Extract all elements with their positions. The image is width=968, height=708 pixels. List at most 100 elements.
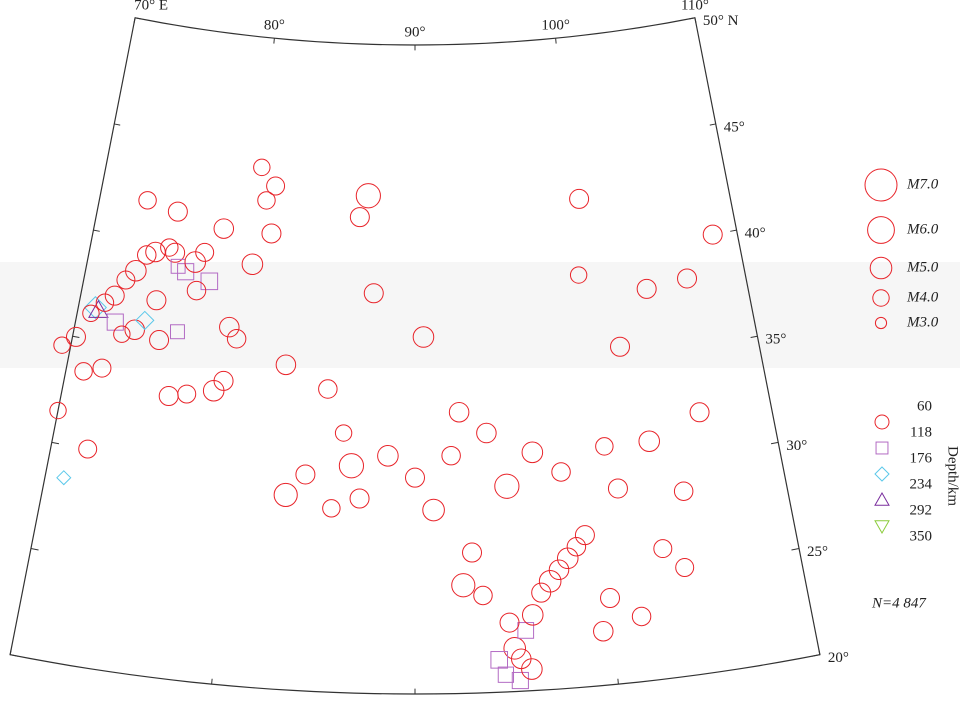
lat-label: 50° N xyxy=(703,13,739,29)
event xyxy=(538,569,562,593)
event xyxy=(322,499,341,518)
lon-tick xyxy=(555,38,557,44)
magnitude-label: M3.0 xyxy=(906,314,939,330)
event xyxy=(257,191,276,210)
depth-label: 60 xyxy=(917,398,932,414)
event xyxy=(511,671,529,690)
event xyxy=(689,402,710,423)
event xyxy=(556,547,579,570)
lat-tick xyxy=(10,654,19,657)
event xyxy=(146,290,167,311)
event xyxy=(702,224,723,245)
event xyxy=(92,358,112,378)
lon-tick xyxy=(211,678,213,685)
lon-tick xyxy=(133,17,136,24)
event xyxy=(113,325,131,343)
event xyxy=(377,445,399,467)
event xyxy=(219,316,240,338)
lon-tick xyxy=(694,17,697,24)
depth-title: Depth/km xyxy=(945,446,961,506)
lon-tick xyxy=(273,38,275,44)
event xyxy=(202,379,225,402)
depth-symbol xyxy=(874,491,890,506)
depth-symbol xyxy=(875,441,889,455)
event xyxy=(355,183,381,209)
event xyxy=(412,326,435,348)
lat-tick xyxy=(811,654,820,657)
event xyxy=(338,453,365,479)
event xyxy=(275,354,297,376)
lat-tick xyxy=(689,17,696,20)
event xyxy=(476,422,497,444)
event xyxy=(78,439,98,459)
lat-label: 25° xyxy=(807,544,828,560)
lat-tick xyxy=(93,229,100,232)
event-count: N=4 847 xyxy=(871,595,927,611)
event xyxy=(595,437,614,456)
depth-label: 176 xyxy=(910,450,933,466)
lon-label: 110° xyxy=(681,0,709,13)
event xyxy=(653,539,673,559)
lat-tick xyxy=(72,335,80,339)
event xyxy=(593,620,614,642)
event xyxy=(405,467,425,488)
event xyxy=(521,604,544,626)
event xyxy=(551,462,571,482)
event xyxy=(213,218,235,239)
event xyxy=(65,326,86,347)
depth-label: 292 xyxy=(910,502,933,518)
event xyxy=(673,481,694,501)
event xyxy=(473,585,493,606)
event xyxy=(177,263,195,281)
event xyxy=(125,259,147,282)
event xyxy=(569,266,588,284)
lon-tick xyxy=(617,678,619,685)
event xyxy=(422,498,445,522)
event xyxy=(677,268,698,289)
lon-label: 80° xyxy=(264,18,285,34)
event xyxy=(56,470,72,486)
event xyxy=(631,606,652,627)
event xyxy=(503,637,527,660)
event xyxy=(195,242,215,262)
lon-label: 90° xyxy=(405,24,426,40)
event xyxy=(499,612,520,633)
lat-tick xyxy=(114,123,121,126)
event xyxy=(295,464,316,485)
event xyxy=(273,482,298,507)
lat-tick xyxy=(30,548,39,551)
event xyxy=(349,207,370,228)
map-frame: 70° E 80° 90° 100° 110°50° N 45° 40° 35° 30° 25° 2… xyxy=(9,0,849,695)
event xyxy=(334,424,353,442)
event xyxy=(497,666,515,683)
event xyxy=(494,473,520,499)
magnitude-label: M4.0 xyxy=(906,289,939,305)
magnitude-symbol xyxy=(874,316,888,330)
event xyxy=(569,188,590,209)
legend: M7.0 M6.0 M5.0 M4.0 M3.0 60 118 176 234 292 350 Dep… xyxy=(864,168,961,611)
event xyxy=(607,478,628,499)
event xyxy=(74,362,93,381)
lon-label: 70° E xyxy=(134,0,168,13)
event xyxy=(160,238,179,257)
lat-tick xyxy=(750,335,758,339)
lat-tick xyxy=(134,17,141,20)
lat-label: 35° xyxy=(765,332,786,348)
lat-tick xyxy=(791,548,800,551)
event xyxy=(448,401,470,423)
event xyxy=(135,310,155,331)
event xyxy=(566,536,587,557)
event xyxy=(548,559,570,581)
event xyxy=(261,223,282,244)
event xyxy=(200,272,219,291)
magnitude-label: M5.0 xyxy=(906,259,939,275)
event xyxy=(610,336,631,357)
event xyxy=(170,258,186,274)
lon-label: 100° xyxy=(541,18,570,34)
event xyxy=(138,191,157,210)
event xyxy=(253,158,271,177)
event xyxy=(574,525,595,546)
depth-symbol xyxy=(874,414,890,430)
magnitude-symbol xyxy=(869,256,893,280)
